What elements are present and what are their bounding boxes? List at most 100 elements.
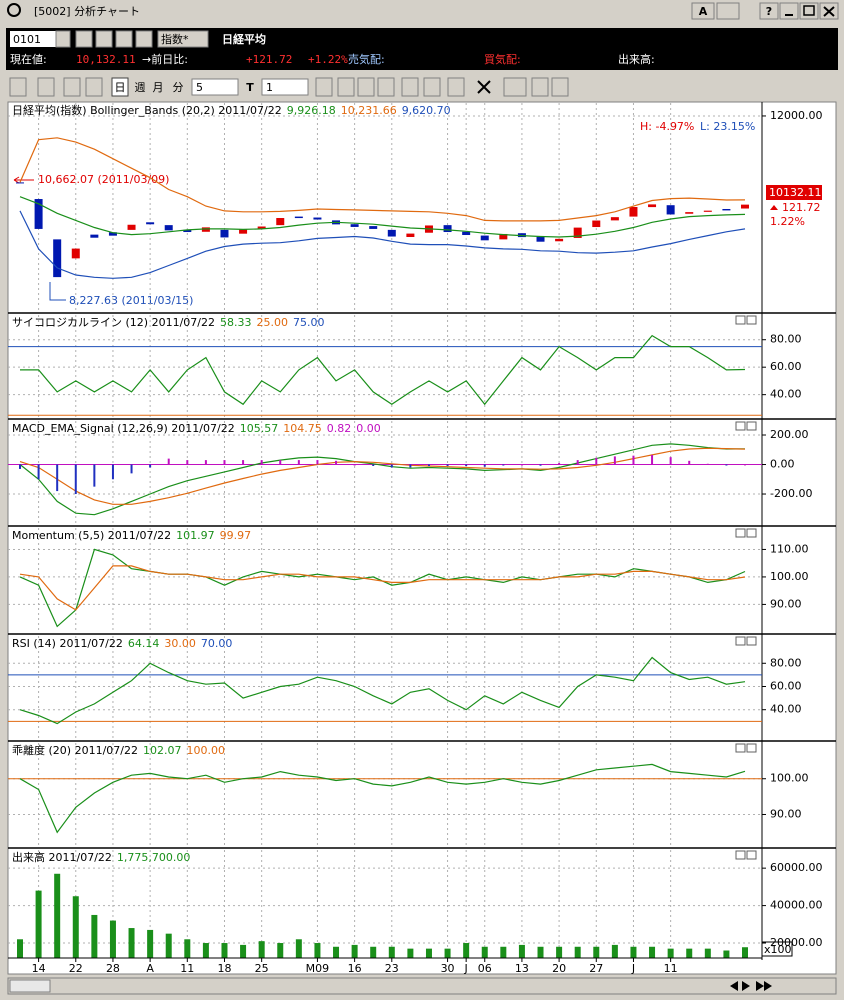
index-select[interactable] [157,30,209,48]
tool-button[interactable] [401,77,419,97]
bar [35,890,42,958]
bar [19,464,21,469]
tool-button[interactable] [423,77,441,97]
panel-close[interactable] [746,528,757,538]
code-value: 0101 [13,33,41,46]
tool-button[interactable] [63,77,81,97]
legend-value: 9,926.18 [287,104,336,117]
panel-close[interactable] [746,636,757,646]
bar [223,460,226,465]
title-button[interactable] [691,2,715,20]
candle [220,229,229,238]
panel-close[interactable] [746,743,757,753]
panel-minimize[interactable] [735,850,746,860]
code-input[interactable] [10,31,56,47]
x-tick-label: 16 [348,962,362,975]
bar [167,458,170,465]
y-tick-label: 200.00 [770,428,809,441]
bar [444,948,451,958]
tool-button[interactable] [85,77,103,97]
tool-button[interactable] [115,30,133,48]
panel-close[interactable] [746,421,757,431]
bar [128,928,135,958]
panel-minimize[interactable] [735,421,746,431]
bar [632,455,635,465]
chart-area [7,101,837,975]
tool-button[interactable] [551,77,569,97]
scrollbar[interactable] [7,977,837,995]
x-tick-label: 22 [69,962,83,975]
tick-select[interactable] [261,78,309,96]
tool-button[interactable] [337,77,355,97]
title-button[interactable] [716,2,740,20]
app-icon [7,3,21,17]
panel-minimize[interactable] [735,636,746,646]
help-button[interactable] [759,2,779,20]
tool-button[interactable] [357,77,375,97]
legend-value: 25.00 [256,316,288,329]
period-button[interactable]: 月 [153,81,164,94]
period-button-active[interactable] [111,77,129,97]
bar [279,460,282,465]
bar [74,464,77,495]
candle [294,216,303,219]
x-tick-label: 13 [515,962,529,975]
bar [184,939,191,958]
bar [688,460,691,465]
minutes-select[interactable] [191,78,239,96]
title-button-label: A [699,5,708,18]
tool-button[interactable] [95,30,113,48]
panel-close[interactable] [746,315,757,325]
delete-icon[interactable] [477,80,491,94]
bar [611,944,618,958]
candle [257,226,266,229]
minimize-button[interactable] [779,2,799,20]
y-tick-label: 12000.00 [770,109,823,122]
volume-label: 出来高: [618,52,655,66]
last-price-tag [766,185,822,200]
panel-minimize[interactable] [735,315,746,325]
bar [613,456,616,465]
period-button[interactable]: 分 [173,81,184,94]
candle [183,229,192,233]
bar [481,946,488,958]
tool-button[interactable] [37,77,55,97]
x-tick-label: 28 [106,962,120,975]
panel-minimize[interactable] [735,743,746,753]
help-button-label: ? [766,5,772,18]
y-tick-label: 40.00 [770,703,802,716]
candle [592,220,601,228]
scroll-arrows[interactable] [730,981,772,991]
bar [260,460,263,465]
tool-button[interactable] [447,77,465,97]
bar [165,933,172,958]
tool-button[interactable] [75,30,93,48]
scroll-thumb[interactable] [9,979,51,993]
legend-value: 101.97 [176,529,215,542]
tool-button[interactable] [315,77,333,97]
period-button[interactable]: 日 [115,81,126,94]
panel-close[interactable] [746,850,757,860]
code-dropdown[interactable] [55,30,71,48]
window-title: [5002] 分析チャート [34,4,140,18]
period-button[interactable]: 週 [135,81,146,94]
tool-button[interactable] [377,77,395,97]
bar [147,929,154,958]
tick-button[interactable]: T [246,81,254,94]
series-line [19,196,746,238]
panel-title: 出来高 2011/07/22 [12,850,112,864]
bar [109,920,116,958]
bar [221,943,228,958]
tool-button[interactable] [503,77,527,97]
last-price: 10132.11 [769,186,822,199]
candle [146,222,155,225]
panel-minimize[interactable] [735,528,746,538]
bar [593,946,600,958]
x-tick-label: 18 [217,962,231,975]
bar [539,464,542,466]
tool-button[interactable] [9,77,27,97]
tool-button[interactable] [135,30,153,48]
bar [667,948,674,958]
tool-button[interactable] [531,77,549,97]
